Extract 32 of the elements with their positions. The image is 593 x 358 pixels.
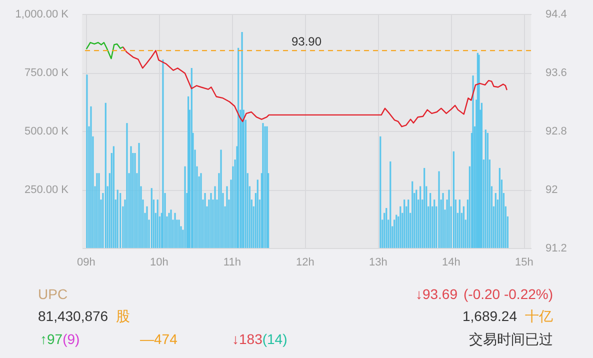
x-tick-label: 13h — [369, 256, 388, 268]
y2-tick-label: 92.8 — [546, 126, 567, 138]
x-tick-label: 14h — [442, 256, 460, 268]
y2-tick-label: 93.6 — [546, 67, 567, 79]
line-series — [122, 46, 508, 128]
text: ↓93.69 — [415, 286, 458, 302]
y-tick-label: 1,000.00 K — [15, 8, 70, 20]
y2-tick-label: 91.2 — [546, 242, 567, 254]
y2-tick-label: 94.4 — [546, 8, 567, 20]
text: 交易时间已过 — [469, 331, 553, 347]
x-tick-label: 11h — [223, 256, 241, 268]
text: 81,430,876 — [38, 308, 108, 324]
text: ↓183 — [232, 331, 262, 347]
text: 1,689.24 — [462, 308, 517, 324]
text: ↑97 — [40, 331, 63, 347]
x-tick-label: 12h — [296, 256, 314, 268]
y2-tick-label: 92 — [546, 184, 558, 196]
x-tick-label: 10h — [150, 256, 168, 268]
line-series — [86, 42, 124, 60]
text: (14) — [262, 331, 288, 347]
text: 十亿 — [525, 308, 553, 324]
y-tick-label: 500.00 K — [24, 126, 70, 138]
y-tick-label: 750.00 K — [24, 67, 70, 79]
ref-line-label: 93.90 — [291, 34, 322, 49]
text: 股 — [116, 308, 130, 324]
x-tick-label: 09h — [76, 256, 96, 268]
y-tick-label: 250.00 K — [24, 184, 70, 196]
text: (9) — [62, 331, 80, 347]
text: UPC — [38, 286, 68, 302]
text: —474 — [140, 331, 178, 347]
x-tick-label: 15h — [515, 256, 534, 268]
text: (-0.20 -0.22%) — [464, 286, 553, 302]
